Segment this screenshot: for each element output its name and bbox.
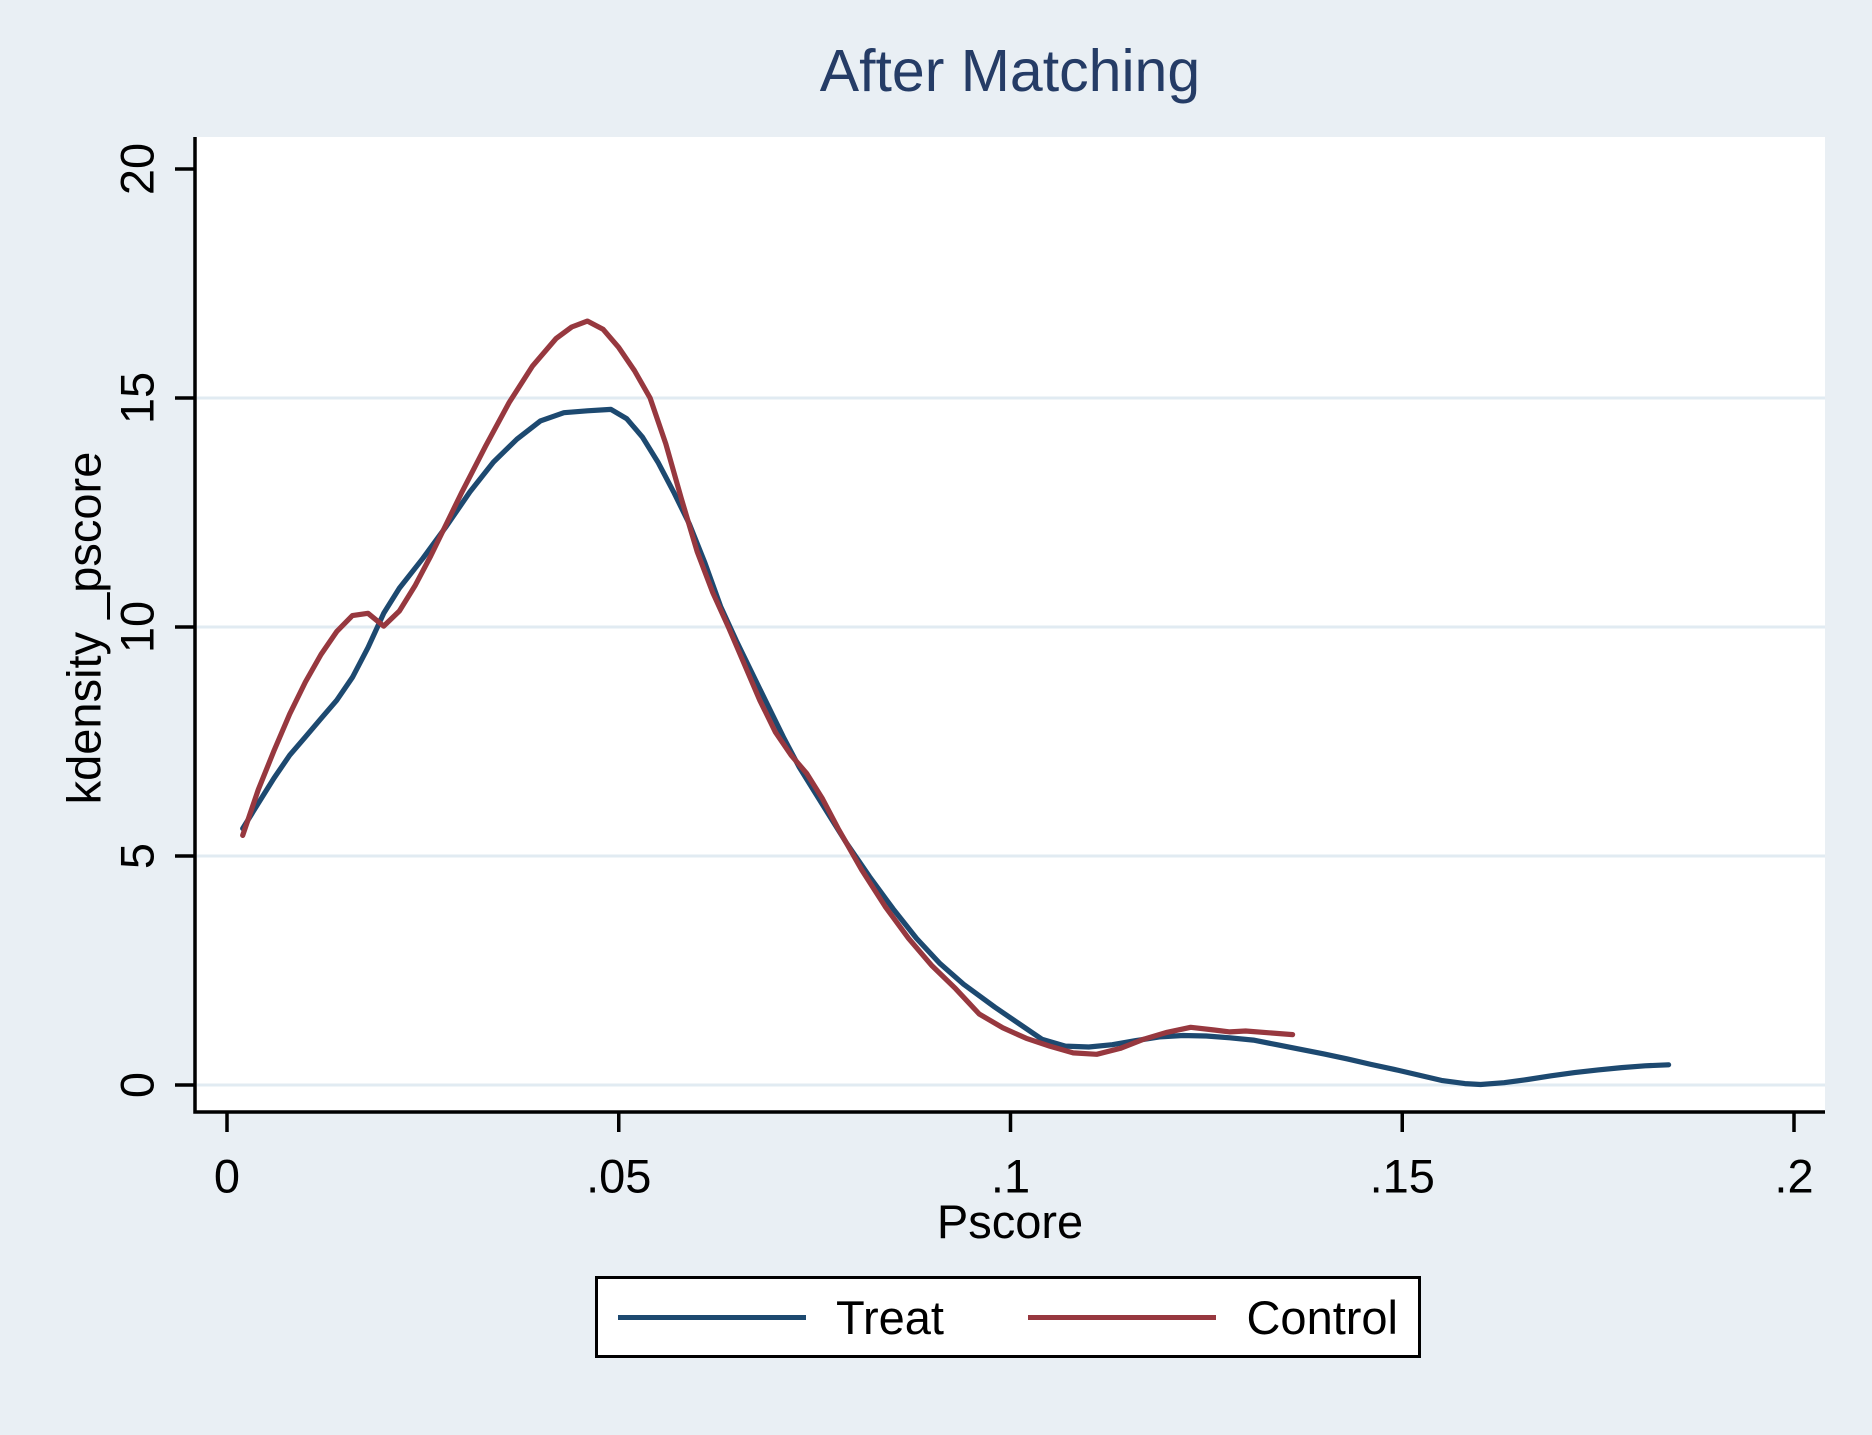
- x-tick-label: .05: [586, 1150, 651, 1203]
- y-axis-title: kdensity _pscore: [57, 451, 111, 805]
- control-line-swatch: [1028, 1314, 1217, 1320]
- x-axis-title: Pscore: [936, 1195, 1084, 1248]
- legend: Treat Control: [595, 1276, 1421, 1358]
- legend-item-control: Control: [1028, 1294, 1398, 1341]
- treat-line-swatch: [618, 1314, 806, 1320]
- x-tick-label: 0: [214, 1150, 240, 1203]
- axis-lines: [193, 137, 1825, 1114]
- y-tick-label: 15: [111, 372, 164, 424]
- y-tick-label: 5: [111, 843, 164, 869]
- legend-label-control: Control: [1246, 1290, 1398, 1344]
- x-tick-label: .1: [991, 1150, 1030, 1203]
- x-tick-label: .2: [1774, 1150, 1813, 1203]
- plot-background: [195, 137, 1825, 1112]
- x-tick-label: .15: [1370, 1150, 1435, 1203]
- y-tick-label: 0: [111, 1072, 164, 1098]
- line-control: [240, 318, 1296, 1057]
- chart-title: After Matching: [819, 38, 1201, 104]
- legend-label-treat: Treat: [836, 1290, 944, 1344]
- y-tick-label: 10: [111, 601, 164, 653]
- legend-item-treat: Treat: [618, 1294, 944, 1341]
- y-tick-label: 20: [111, 143, 164, 195]
